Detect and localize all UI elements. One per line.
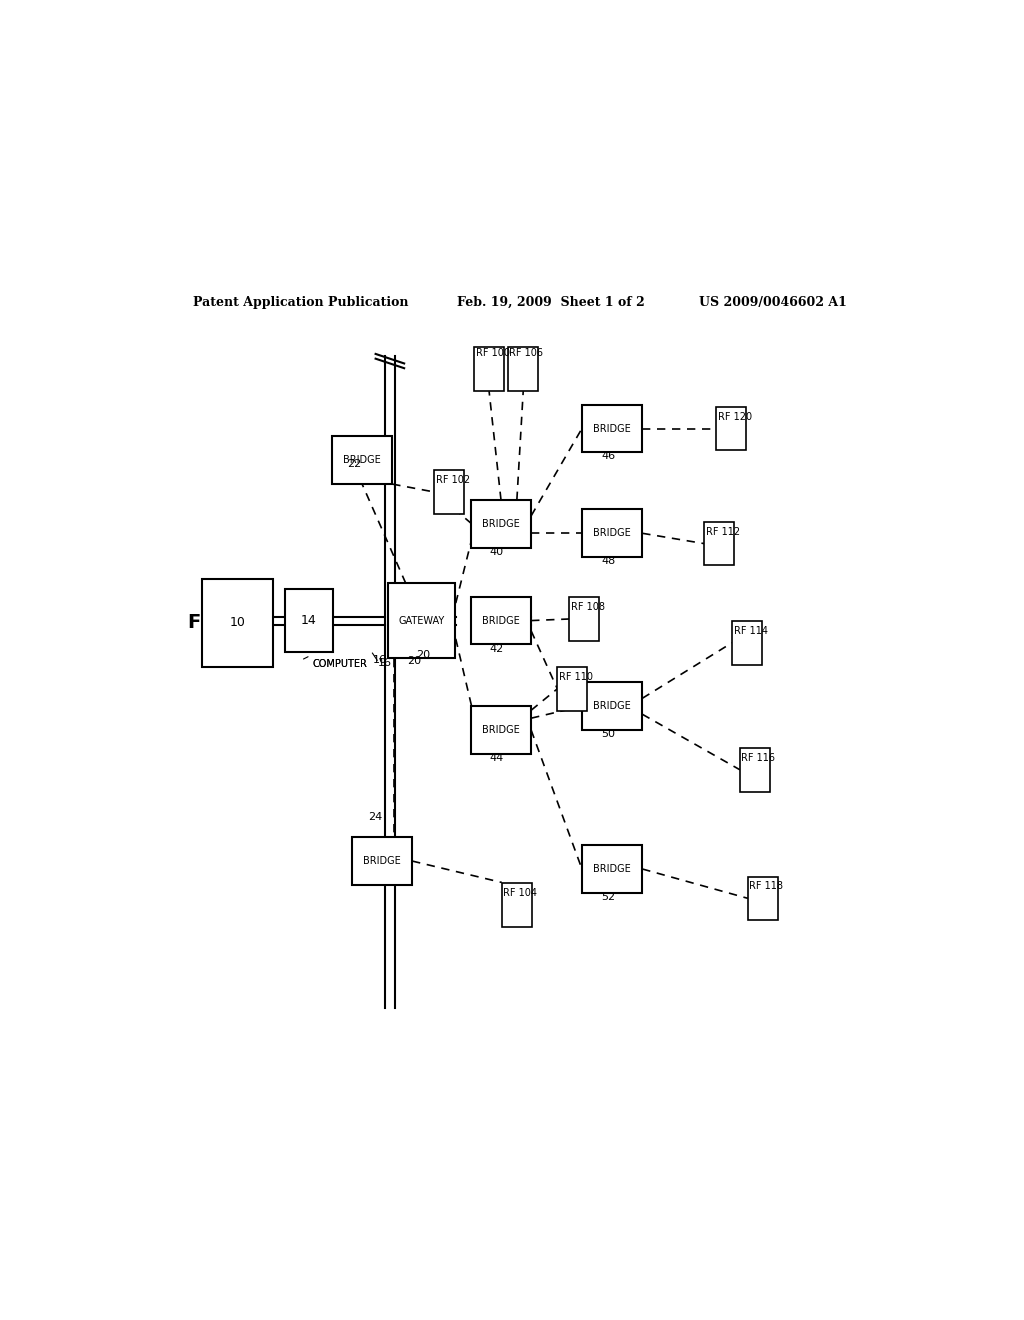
Bar bbox=[748, 876, 778, 920]
Text: 16: 16 bbox=[373, 655, 386, 665]
Text: BRIDGE: BRIDGE bbox=[593, 528, 631, 539]
Bar bbox=[474, 347, 504, 391]
Text: RF 116: RF 116 bbox=[741, 752, 775, 763]
Bar bbox=[705, 521, 734, 565]
Text: RF 104: RF 104 bbox=[504, 888, 538, 898]
Bar bbox=[583, 405, 642, 453]
Text: FIG. 1: FIG. 1 bbox=[187, 614, 252, 632]
Bar bbox=[740, 748, 770, 792]
Text: BRIDGE: BRIDGE bbox=[482, 519, 520, 529]
Text: RF 110: RF 110 bbox=[559, 672, 593, 682]
Bar bbox=[388, 583, 456, 659]
Text: 48: 48 bbox=[601, 556, 615, 566]
Text: 40: 40 bbox=[489, 546, 504, 557]
Text: BRIDGE: BRIDGE bbox=[593, 701, 631, 711]
Text: 20: 20 bbox=[408, 656, 422, 667]
Text: COMPUTER: COMPUTER bbox=[312, 659, 367, 669]
Text: COMPUTER: COMPUTER bbox=[312, 659, 367, 669]
Text: RF 108: RF 108 bbox=[570, 602, 605, 612]
Text: RF 114: RF 114 bbox=[733, 626, 768, 636]
Bar bbox=[285, 589, 333, 652]
Bar bbox=[471, 597, 530, 644]
Text: Feb. 19, 2009  Sheet 1 of 2: Feb. 19, 2009 Sheet 1 of 2 bbox=[458, 296, 645, 309]
Text: US 2009/0046602 A1: US 2009/0046602 A1 bbox=[699, 296, 847, 309]
Text: RF 120: RF 120 bbox=[718, 412, 752, 421]
Bar bbox=[716, 407, 746, 450]
Text: 14: 14 bbox=[301, 614, 316, 627]
Text: Patent Application Publication: Patent Application Publication bbox=[194, 296, 409, 309]
Bar bbox=[202, 579, 273, 667]
Bar bbox=[557, 667, 588, 710]
Text: 42: 42 bbox=[489, 644, 504, 655]
Bar bbox=[471, 500, 530, 548]
Bar bbox=[502, 883, 531, 927]
Text: 20: 20 bbox=[416, 651, 430, 660]
Text: 10: 10 bbox=[229, 616, 246, 630]
Bar bbox=[508, 347, 539, 391]
Text: GATEWAY: GATEWAY bbox=[398, 615, 444, 626]
Bar bbox=[732, 620, 762, 664]
Bar bbox=[583, 845, 642, 892]
Bar bbox=[333, 437, 392, 484]
Bar bbox=[434, 470, 465, 513]
Bar bbox=[583, 682, 642, 730]
Text: 22: 22 bbox=[347, 459, 361, 469]
Text: 24: 24 bbox=[368, 812, 382, 822]
Text: 46: 46 bbox=[601, 451, 615, 461]
Bar bbox=[471, 706, 530, 754]
Bar bbox=[583, 510, 642, 557]
Text: 52: 52 bbox=[601, 892, 615, 902]
Text: RF 118: RF 118 bbox=[750, 882, 783, 891]
Text: BRIDGE: BRIDGE bbox=[482, 725, 520, 735]
Bar bbox=[569, 597, 599, 640]
Text: BRIDGE: BRIDGE bbox=[482, 615, 520, 626]
Bar bbox=[352, 837, 412, 884]
Text: 44: 44 bbox=[489, 752, 504, 763]
Text: RF 100: RF 100 bbox=[475, 348, 510, 358]
Text: BRIDGE: BRIDGE bbox=[593, 424, 631, 433]
Text: BRIDGE: BRIDGE bbox=[343, 455, 381, 465]
Text: RF 102: RF 102 bbox=[436, 475, 470, 486]
Text: 50: 50 bbox=[601, 729, 615, 739]
Text: BRIDGE: BRIDGE bbox=[593, 865, 631, 874]
Text: 16: 16 bbox=[378, 657, 392, 668]
Text: RF 106: RF 106 bbox=[509, 348, 543, 358]
Text: BRIDGE: BRIDGE bbox=[364, 857, 400, 866]
Text: RF 112: RF 112 bbox=[706, 527, 740, 537]
